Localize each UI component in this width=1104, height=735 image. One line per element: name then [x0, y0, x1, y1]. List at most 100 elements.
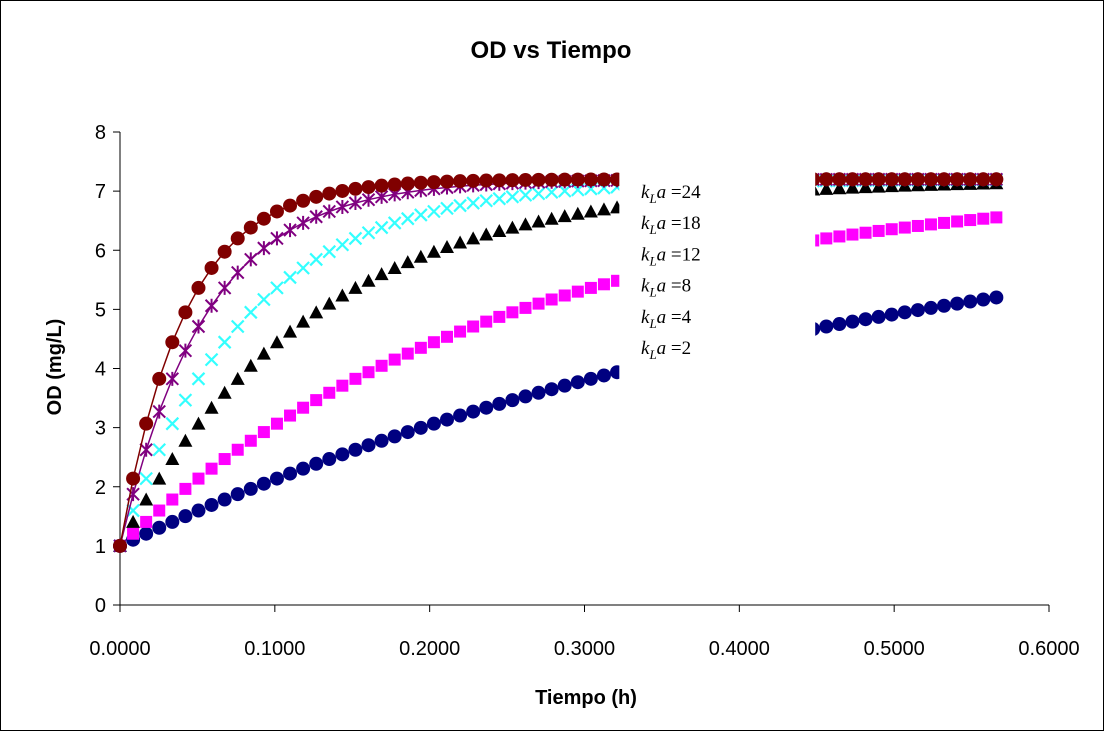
data-point	[466, 173, 481, 188]
data-point	[479, 173, 494, 188]
series-annotations: kLa =24 kLa =18 kLa =12 kLa =8 kLa =4 kLa =2	[641, 182, 701, 362]
data-point	[976, 172, 991, 187]
data-point	[859, 226, 872, 239]
data-point	[283, 223, 297, 238]
data-point	[139, 471, 153, 486]
data-point	[846, 228, 859, 241]
data-point	[191, 503, 206, 518]
data-point	[518, 217, 533, 231]
data-point	[977, 212, 990, 225]
data-point	[951, 215, 964, 228]
y-tick-label: 1	[95, 536, 106, 558]
data-point	[322, 204, 336, 219]
data-point	[832, 172, 847, 187]
data-point	[570, 172, 585, 187]
data-point	[217, 335, 232, 349]
x-tick-label: 0.1000	[244, 638, 305, 660]
data-point	[832, 181, 847, 195]
data-point	[505, 173, 520, 188]
data-point	[557, 209, 572, 223]
data-point	[284, 409, 297, 422]
data-point	[884, 307, 899, 322]
data-point	[361, 273, 376, 287]
data-point	[152, 442, 167, 457]
y-tick-label: 2	[95, 477, 106, 499]
data-point	[244, 305, 258, 320]
data-point	[832, 317, 847, 332]
y-tick-label: 8	[95, 122, 106, 144]
data-point	[583, 204, 598, 218]
data-point	[375, 359, 388, 372]
data-point	[884, 172, 899, 187]
data-point	[492, 191, 507, 206]
data-point	[322, 452, 337, 467]
data-point	[937, 172, 952, 187]
data-point	[413, 249, 428, 263]
data-point	[309, 252, 323, 267]
data-point	[165, 416, 180, 431]
data-point	[570, 206, 585, 220]
data-point	[139, 492, 154, 506]
data-point	[885, 223, 898, 236]
x-axis-label: Tiempo (h)	[535, 687, 637, 709]
data-point	[165, 335, 180, 350]
data-point	[336, 379, 349, 392]
data-point	[139, 416, 154, 431]
data-point	[466, 404, 481, 419]
series-kla-2	[113, 290, 1004, 553]
data-point	[819, 319, 834, 334]
data-point	[427, 204, 441, 219]
data-point	[283, 466, 298, 481]
data-point	[963, 172, 978, 187]
data-point	[257, 426, 270, 439]
data-point	[531, 385, 546, 400]
data-point	[479, 193, 494, 208]
data-point	[964, 214, 977, 227]
data-point	[165, 371, 180, 386]
data-point	[309, 209, 323, 224]
data-point	[505, 220, 520, 234]
data-point	[348, 442, 363, 457]
data-point	[492, 173, 507, 188]
kla-label: kLa =2	[641, 338, 691, 362]
data-point	[898, 221, 911, 234]
data-point	[348, 280, 363, 294]
data-point	[923, 172, 938, 187]
data-point	[400, 255, 415, 269]
data-point	[309, 456, 324, 471]
data-point	[480, 315, 493, 328]
data-point	[493, 310, 506, 323]
data-point	[349, 372, 362, 385]
data-point	[531, 172, 546, 187]
plot-area	[113, 172, 1004, 553]
data-point	[191, 372, 206, 386]
data-point	[374, 267, 389, 281]
data-point	[126, 514, 141, 528]
data-point	[453, 174, 468, 189]
kla-label: kLa =8	[641, 276, 691, 300]
data-point	[269, 204, 284, 219]
data-point	[178, 305, 193, 320]
data-point	[453, 198, 467, 213]
data-point	[871, 309, 886, 324]
data-point	[322, 296, 337, 310]
data-point	[348, 231, 363, 246]
data-point	[505, 393, 520, 408]
data-point	[335, 237, 350, 252]
data-point	[165, 514, 180, 529]
data-point	[153, 504, 166, 517]
data-point	[387, 429, 402, 444]
data-point	[466, 231, 481, 245]
data-point	[126, 503, 140, 518]
data-point	[950, 172, 965, 187]
data-point	[217, 244, 232, 259]
data-point	[387, 216, 402, 230]
data-point	[505, 190, 520, 204]
data-point	[897, 172, 912, 187]
data-point	[544, 211, 559, 225]
data-point	[833, 230, 846, 243]
data-point	[243, 481, 258, 496]
data-point	[126, 471, 141, 486]
